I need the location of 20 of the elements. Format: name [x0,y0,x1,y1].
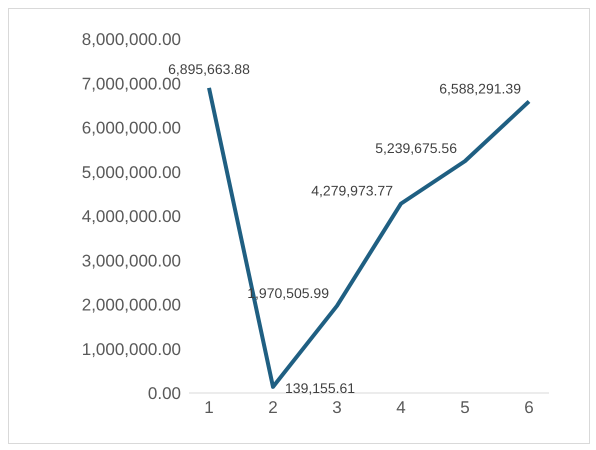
x-tick-label: 3 [332,398,342,418]
y-tick-label: 6,000,000.00 [82,118,181,138]
y-tick-label: 3,000,000.00 [82,251,181,270]
y-tick-label: 2,000,000.00 [82,296,181,315]
y-tick-label: 5,000,000.00 [82,162,181,182]
y-tick-label: 1,000,000.00 [82,340,181,359]
data-label: 5,239,675.56 [375,140,458,156]
x-tick-label: 4 [396,398,406,418]
y-tick-label: 7,000,000.00 [82,74,181,94]
x-tick-label: 6 [524,398,534,418]
data-label: 6,588,291.39 [439,80,522,96]
y-tick-label: 0.00 [148,384,181,404]
x-tick-label: 5 [460,398,470,418]
data-label: 6,895,663.88 [168,60,250,77]
x-tick-label: 1 [204,398,214,418]
data-label: 139,155.61 [285,380,356,396]
y-tick-label: 4,000,000.00 [82,207,181,226]
y-tick-label: 8,000,000.00 [82,30,181,50]
data-label: 4,279,973.77 [311,182,394,199]
x-tick-label: 2 [268,398,278,418]
